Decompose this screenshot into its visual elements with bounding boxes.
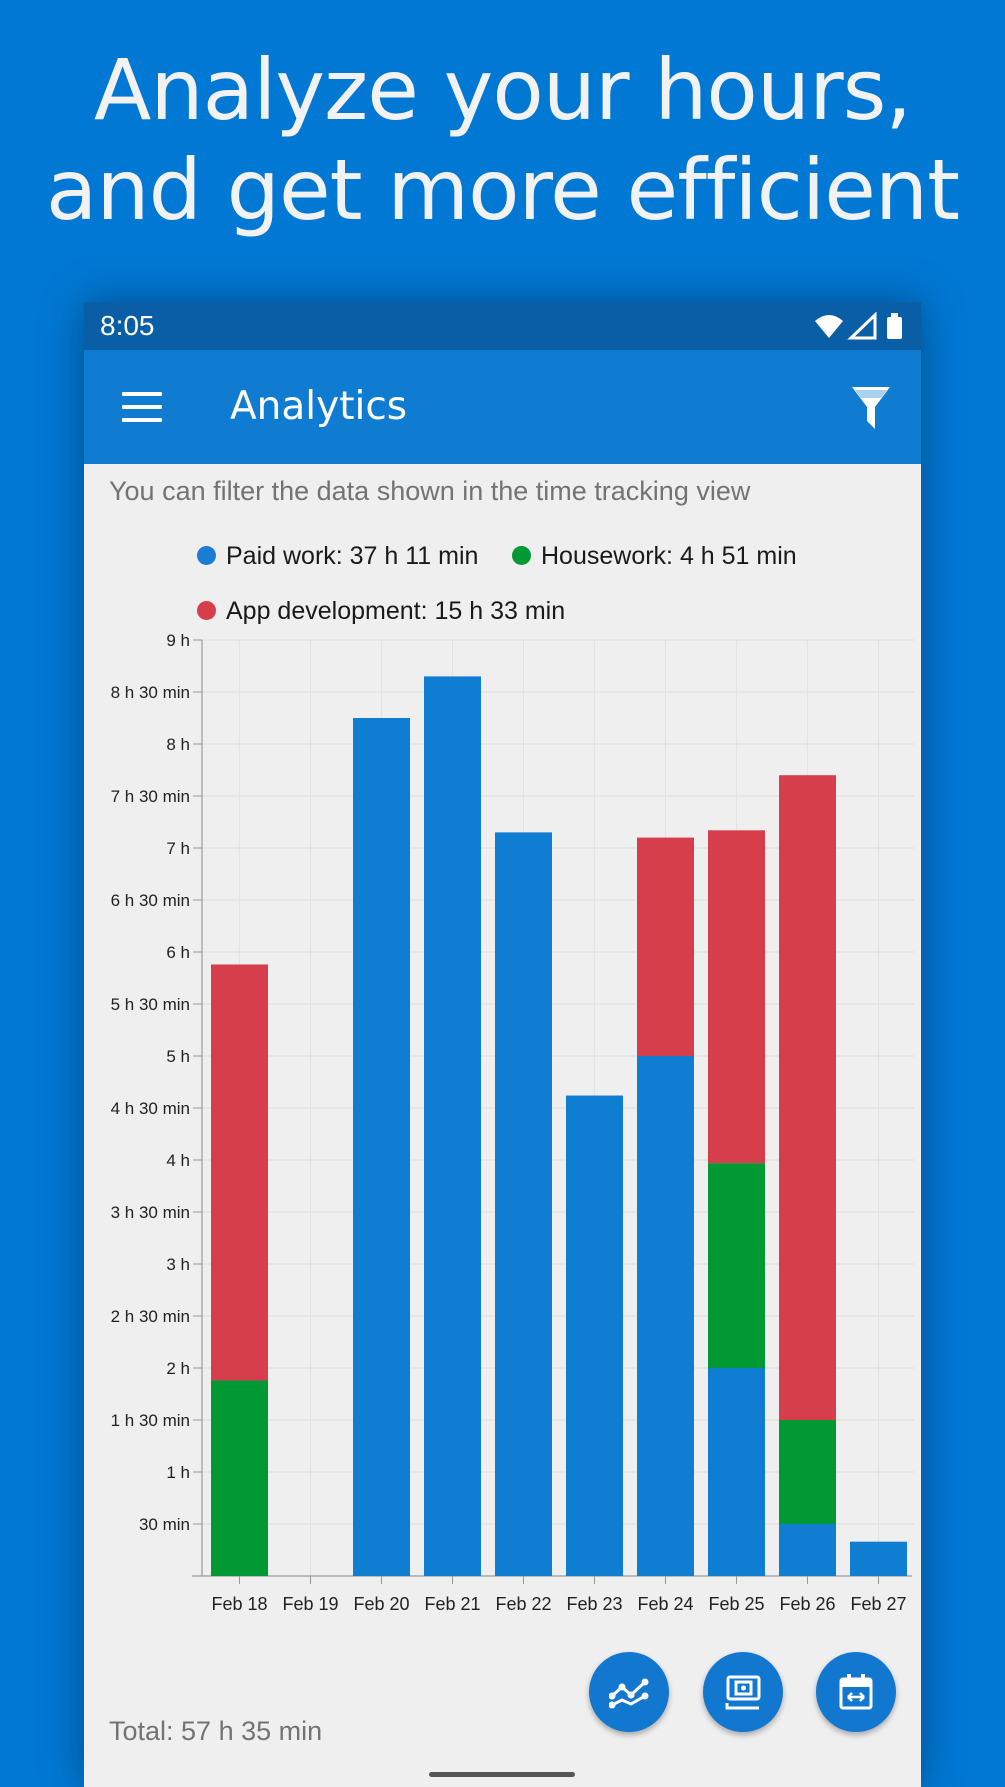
bar-paid-work <box>424 676 481 1576</box>
bar-housework <box>708 1163 765 1368</box>
calendar-range-button[interactable] <box>816 1652 896 1732</box>
status-bar: 8:05 <box>84 302 921 350</box>
calendar-range-icon <box>839 1674 873 1710</box>
bar-housework <box>779 1420 836 1524</box>
legend-item-housework: Housework: 4 h 51 min <box>512 542 797 571</box>
promo-line-1: Analyze your hours, <box>93 41 912 139</box>
bar-app-development <box>708 830 765 1164</box>
bar-paid-work <box>850 1541 907 1576</box>
bar-paid-work <box>353 718 410 1576</box>
x-tick-label: Feb 23 <box>566 1594 622 1614</box>
x-tick-label: Feb 25 <box>708 1594 764 1614</box>
promo-headline: Analyze your hours, and get more efficie… <box>0 40 1005 240</box>
legend-dot <box>512 546 531 565</box>
cellular-signal-icon <box>847 312 877 340</box>
money-report-icon <box>725 1675 761 1710</box>
bar-app-development <box>637 837 694 1056</box>
bar-paid-work <box>637 1056 694 1576</box>
x-tick-label: Feb 26 <box>779 1594 835 1614</box>
x-tick-label: Feb 18 <box>211 1594 267 1614</box>
x-tick-label: Feb 22 <box>495 1594 551 1614</box>
y-tick-label: 3 h 30 min <box>111 1203 190 1222</box>
x-tick-label: Feb 19 <box>282 1594 338 1614</box>
y-tick-label: 2 h 30 min <box>111 1307 190 1326</box>
filter-icon[interactable] <box>851 385 891 431</box>
bar-paid-work <box>708 1368 765 1576</box>
stacked-bar-chart: 30 min 1 h 1 h 30 min 2 h 2 h 30 min 3 h 3 h 3… <box>111 631 914 1614</box>
filter-hint: You can filter the data shown in the tim… <box>109 476 751 506</box>
bar-paid-work <box>779 1524 836 1576</box>
y-tick-label: 2 h <box>166 1359 190 1378</box>
trend-chart-icon <box>609 1678 649 1709</box>
phone-screen: 8:05 Analytics You can filter the data s… <box>84 302 921 1787</box>
legend-label: Housework: 4 h 51 min <box>541 542 797 570</box>
y-tick-label: 7 h 30 min <box>111 787 190 806</box>
y-tick-label: 5 h <box>166 1047 190 1066</box>
bar-app-development <box>211 964 268 1381</box>
x-tick-label: Feb 24 <box>637 1594 693 1614</box>
x-tick-label: Feb 21 <box>424 1594 480 1614</box>
trend-chart-button[interactable] <box>589 1652 669 1732</box>
y-tick-label: 8 h 30 min <box>111 683 190 702</box>
total-hours: Total: 57 h 35 min <box>109 1716 323 1746</box>
y-tick-label: 8 h <box>166 735 190 754</box>
legend-dot <box>197 601 216 620</box>
y-tick-label: 4 h 30 min <box>111 1099 190 1118</box>
legend-item-app-development: App development: 15 h 33 min <box>197 597 565 626</box>
legend-dot <box>197 546 216 565</box>
status-time: 8:05 <box>100 310 155 341</box>
wifi-icon <box>815 315 843 338</box>
y-tick-label: 7 h <box>166 839 190 858</box>
legend-item-paid-work: Paid work: 37 h 11 min <box>197 542 478 571</box>
y-tick-label: 1 h 30 min <box>111 1411 190 1430</box>
y-tick-label: 5 h 30 min <box>111 995 190 1014</box>
money-report-button[interactable] <box>703 1652 783 1732</box>
bar-paid-work <box>495 832 552 1576</box>
page-title: Analytics <box>230 384 408 429</box>
status-icons <box>815 312 902 340</box>
battery-icon <box>887 313 902 339</box>
legend-label: App development: 15 h 33 min <box>226 597 566 625</box>
y-tick-label: 30 min <box>139 1515 190 1534</box>
y-tick-label: 1 h <box>166 1463 190 1482</box>
y-tick-label: 6 h 30 min <box>111 891 190 910</box>
y-tick-label: 6 h <box>166 943 190 962</box>
bar-housework <box>211 1380 268 1576</box>
y-tick-label: 3 h <box>166 1255 190 1274</box>
app-bar: Analytics <box>84 350 921 464</box>
home-indicator[interactable] <box>429 1772 575 1777</box>
hamburger-menu-icon[interactable] <box>122 392 162 422</box>
x-tick-label: Feb 20 <box>353 1594 409 1614</box>
promo-line-2: and get more efficient <box>45 141 960 239</box>
y-tick-label: 9 h <box>166 631 190 650</box>
bar-app-development <box>779 775 836 1420</box>
bar-paid-work <box>566 1095 623 1576</box>
x-tick-label: Feb 27 <box>850 1594 906 1614</box>
legend-label: Paid work: 37 h 11 min <box>226 542 479 570</box>
y-tick-label: 4 h <box>166 1151 190 1170</box>
